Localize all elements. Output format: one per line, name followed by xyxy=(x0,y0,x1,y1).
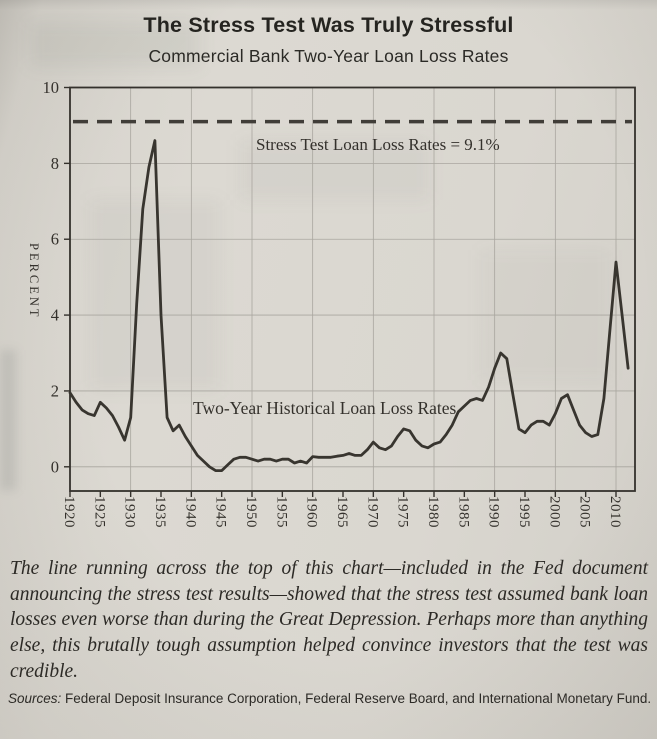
svg-text:1955: 1955 xyxy=(273,496,289,528)
svg-text:1930: 1930 xyxy=(122,496,138,528)
svg-text:1965: 1965 xyxy=(334,496,350,528)
svg-text:1960: 1960 xyxy=(304,496,320,528)
svg-text:10: 10 xyxy=(43,78,60,97)
svg-text:2010: 2010 xyxy=(607,496,623,528)
sources-label: Sources: xyxy=(8,691,62,706)
svg-text:1990: 1990 xyxy=(486,496,502,528)
svg-text:1975: 1975 xyxy=(395,496,411,528)
svg-text:1945: 1945 xyxy=(213,496,229,528)
svg-text:4: 4 xyxy=(51,306,59,325)
svg-text:1935: 1935 xyxy=(152,496,168,528)
svg-text:2000: 2000 xyxy=(546,496,562,528)
svg-text:6: 6 xyxy=(51,230,59,249)
svg-text:Two-Year Historical Loan Loss: Two-Year Historical Loan Loss Rates xyxy=(193,398,457,418)
sources-text: Federal Deposit Insurance Corporation, F… xyxy=(61,691,652,706)
svg-text:1920: 1920 xyxy=(61,496,77,528)
page-subtitle: Commercial Bank Two-Year Loan Loss Rates xyxy=(148,46,509,66)
svg-text:0: 0 xyxy=(51,457,59,476)
svg-text:Stress Test Loan Loss Rates =: Stress Test Loan Loss Rates = 9.1% xyxy=(256,135,500,154)
svg-text:1980: 1980 xyxy=(425,496,441,528)
svg-text:1985: 1985 xyxy=(455,496,471,528)
svg-text:8: 8 xyxy=(51,154,59,173)
svg-text:1940: 1940 xyxy=(182,496,198,528)
svg-text:1970: 1970 xyxy=(364,496,380,528)
svg-text:1995: 1995 xyxy=(516,496,532,528)
chart-caption: The line running across the top of this … xyxy=(10,558,648,682)
svg-text:2: 2 xyxy=(51,381,59,400)
page-title: The Stress Test Was Truly Stressful xyxy=(143,13,514,37)
svg-text:PERCENT: PERCENT xyxy=(27,243,41,320)
svg-text:1950: 1950 xyxy=(243,496,259,528)
svg-text:2005: 2005 xyxy=(577,496,593,528)
svg-text:1925: 1925 xyxy=(91,496,107,528)
chart-sources: Sources: Federal Deposit Insurance Corpo… xyxy=(8,690,652,708)
